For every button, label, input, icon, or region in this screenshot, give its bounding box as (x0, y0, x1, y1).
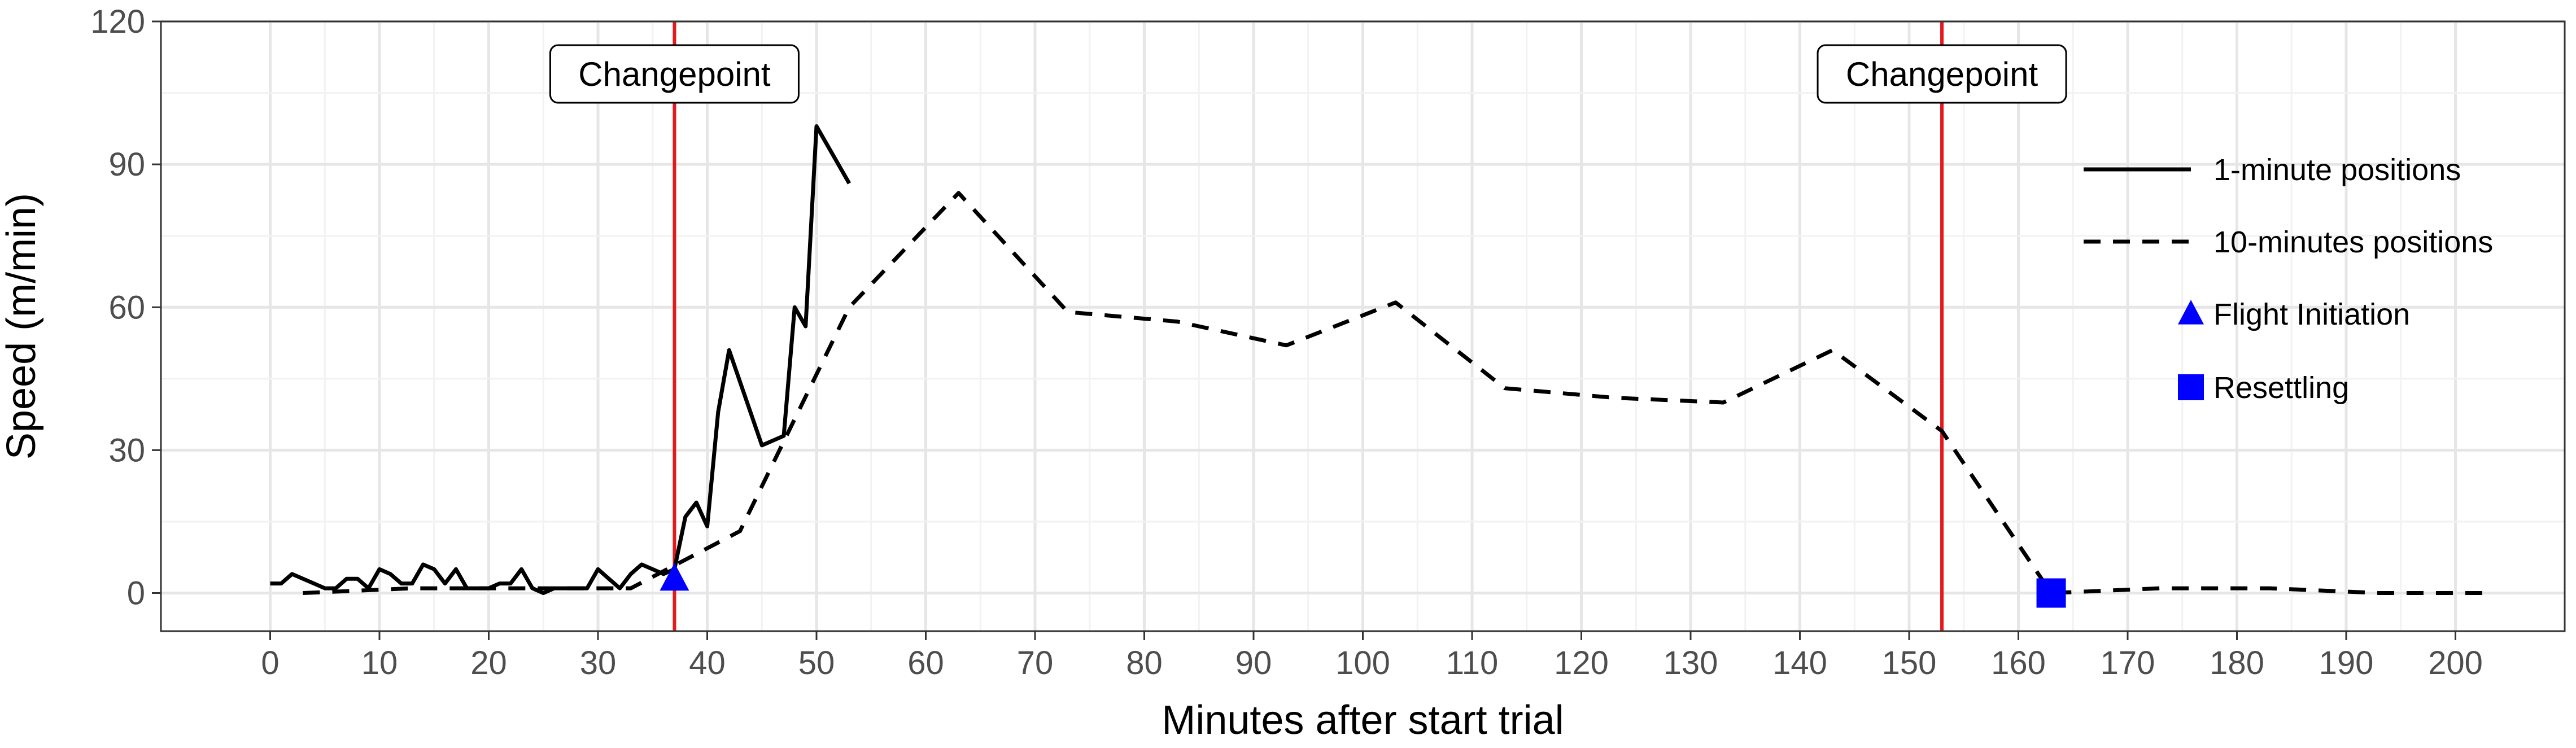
x-axis-title: Minutes after start trial (1162, 698, 1564, 743)
legend-label: 10-minutes positions (2213, 225, 2493, 259)
legend-label: Flight Initiation (2213, 298, 2410, 331)
x-tick-label: 120 (1554, 645, 1609, 681)
x-tick-label: 160 (1991, 645, 2046, 681)
y-axis-title: Speed (m/min) (0, 193, 44, 460)
x-tick-label: 50 (798, 645, 835, 681)
legend-triangle-icon (2178, 300, 2204, 325)
changepoint-labels: Changepoint Changepoint (549, 44, 2067, 104)
resettling-marker (2036, 578, 2066, 608)
y-tick-label: 90 (108, 146, 145, 183)
flight-initiation-marker (660, 563, 689, 591)
x-tick-label: 90 (1235, 645, 1272, 681)
changepoint-label-box (1817, 44, 2067, 104)
y-tick-label: 30 (108, 432, 145, 469)
legend-label: 1-minute positions (2213, 153, 2461, 187)
axis-ticks: 0 10 20 30 40 50 60 70 80 90 100 110 120 130 140 150 160… (90, 3, 2483, 681)
y-tick-label: 120 (90, 3, 145, 40)
changepoint-label: Changepoint (578, 55, 771, 93)
legend-label: Resettling (2213, 371, 2349, 405)
y-tick-label: 0 (127, 575, 145, 612)
x-tick-label: 20 (470, 645, 507, 681)
legend-square-icon (2178, 374, 2204, 400)
x-tick-label: 10 (361, 645, 398, 681)
series-line-10min (303, 191, 2488, 595)
event-markers (660, 563, 2066, 608)
x-tick-label: 170 (2101, 645, 2155, 681)
series-line-1min (270, 124, 852, 595)
x-tick-label: 60 (907, 645, 944, 681)
x-tick-label: 150 (1882, 645, 1937, 681)
changepoint-lines (673, 21, 1944, 631)
x-tick-label: 30 (580, 645, 617, 681)
grid-lines (161, 20, 2565, 631)
changepoint-label: Changepoint (1846, 55, 2038, 93)
y-tick-label: 60 (108, 289, 145, 326)
x-tick-label: 110 (1446, 645, 1498, 681)
x-tick-label: 40 (689, 645, 726, 681)
x-tick-label: 190 (2319, 645, 2374, 681)
legend: 1-minute positions 10-minutes positions Fl… (2084, 153, 2493, 405)
x-tick-label: 200 (2428, 645, 2483, 681)
x-tick-label: 80 (1126, 645, 1163, 681)
changepoint-label-box (549, 44, 800, 104)
x-tick-label: 0 (261, 645, 279, 681)
x-tick-label: 130 (1664, 645, 1718, 681)
x-tick-label: 180 (2210, 645, 2264, 681)
x-tick-label: 70 (1017, 645, 1054, 681)
x-tick-label: 140 (1772, 645, 1827, 681)
x-tick-label: 100 (1335, 645, 1390, 681)
data-series (270, 124, 2488, 595)
